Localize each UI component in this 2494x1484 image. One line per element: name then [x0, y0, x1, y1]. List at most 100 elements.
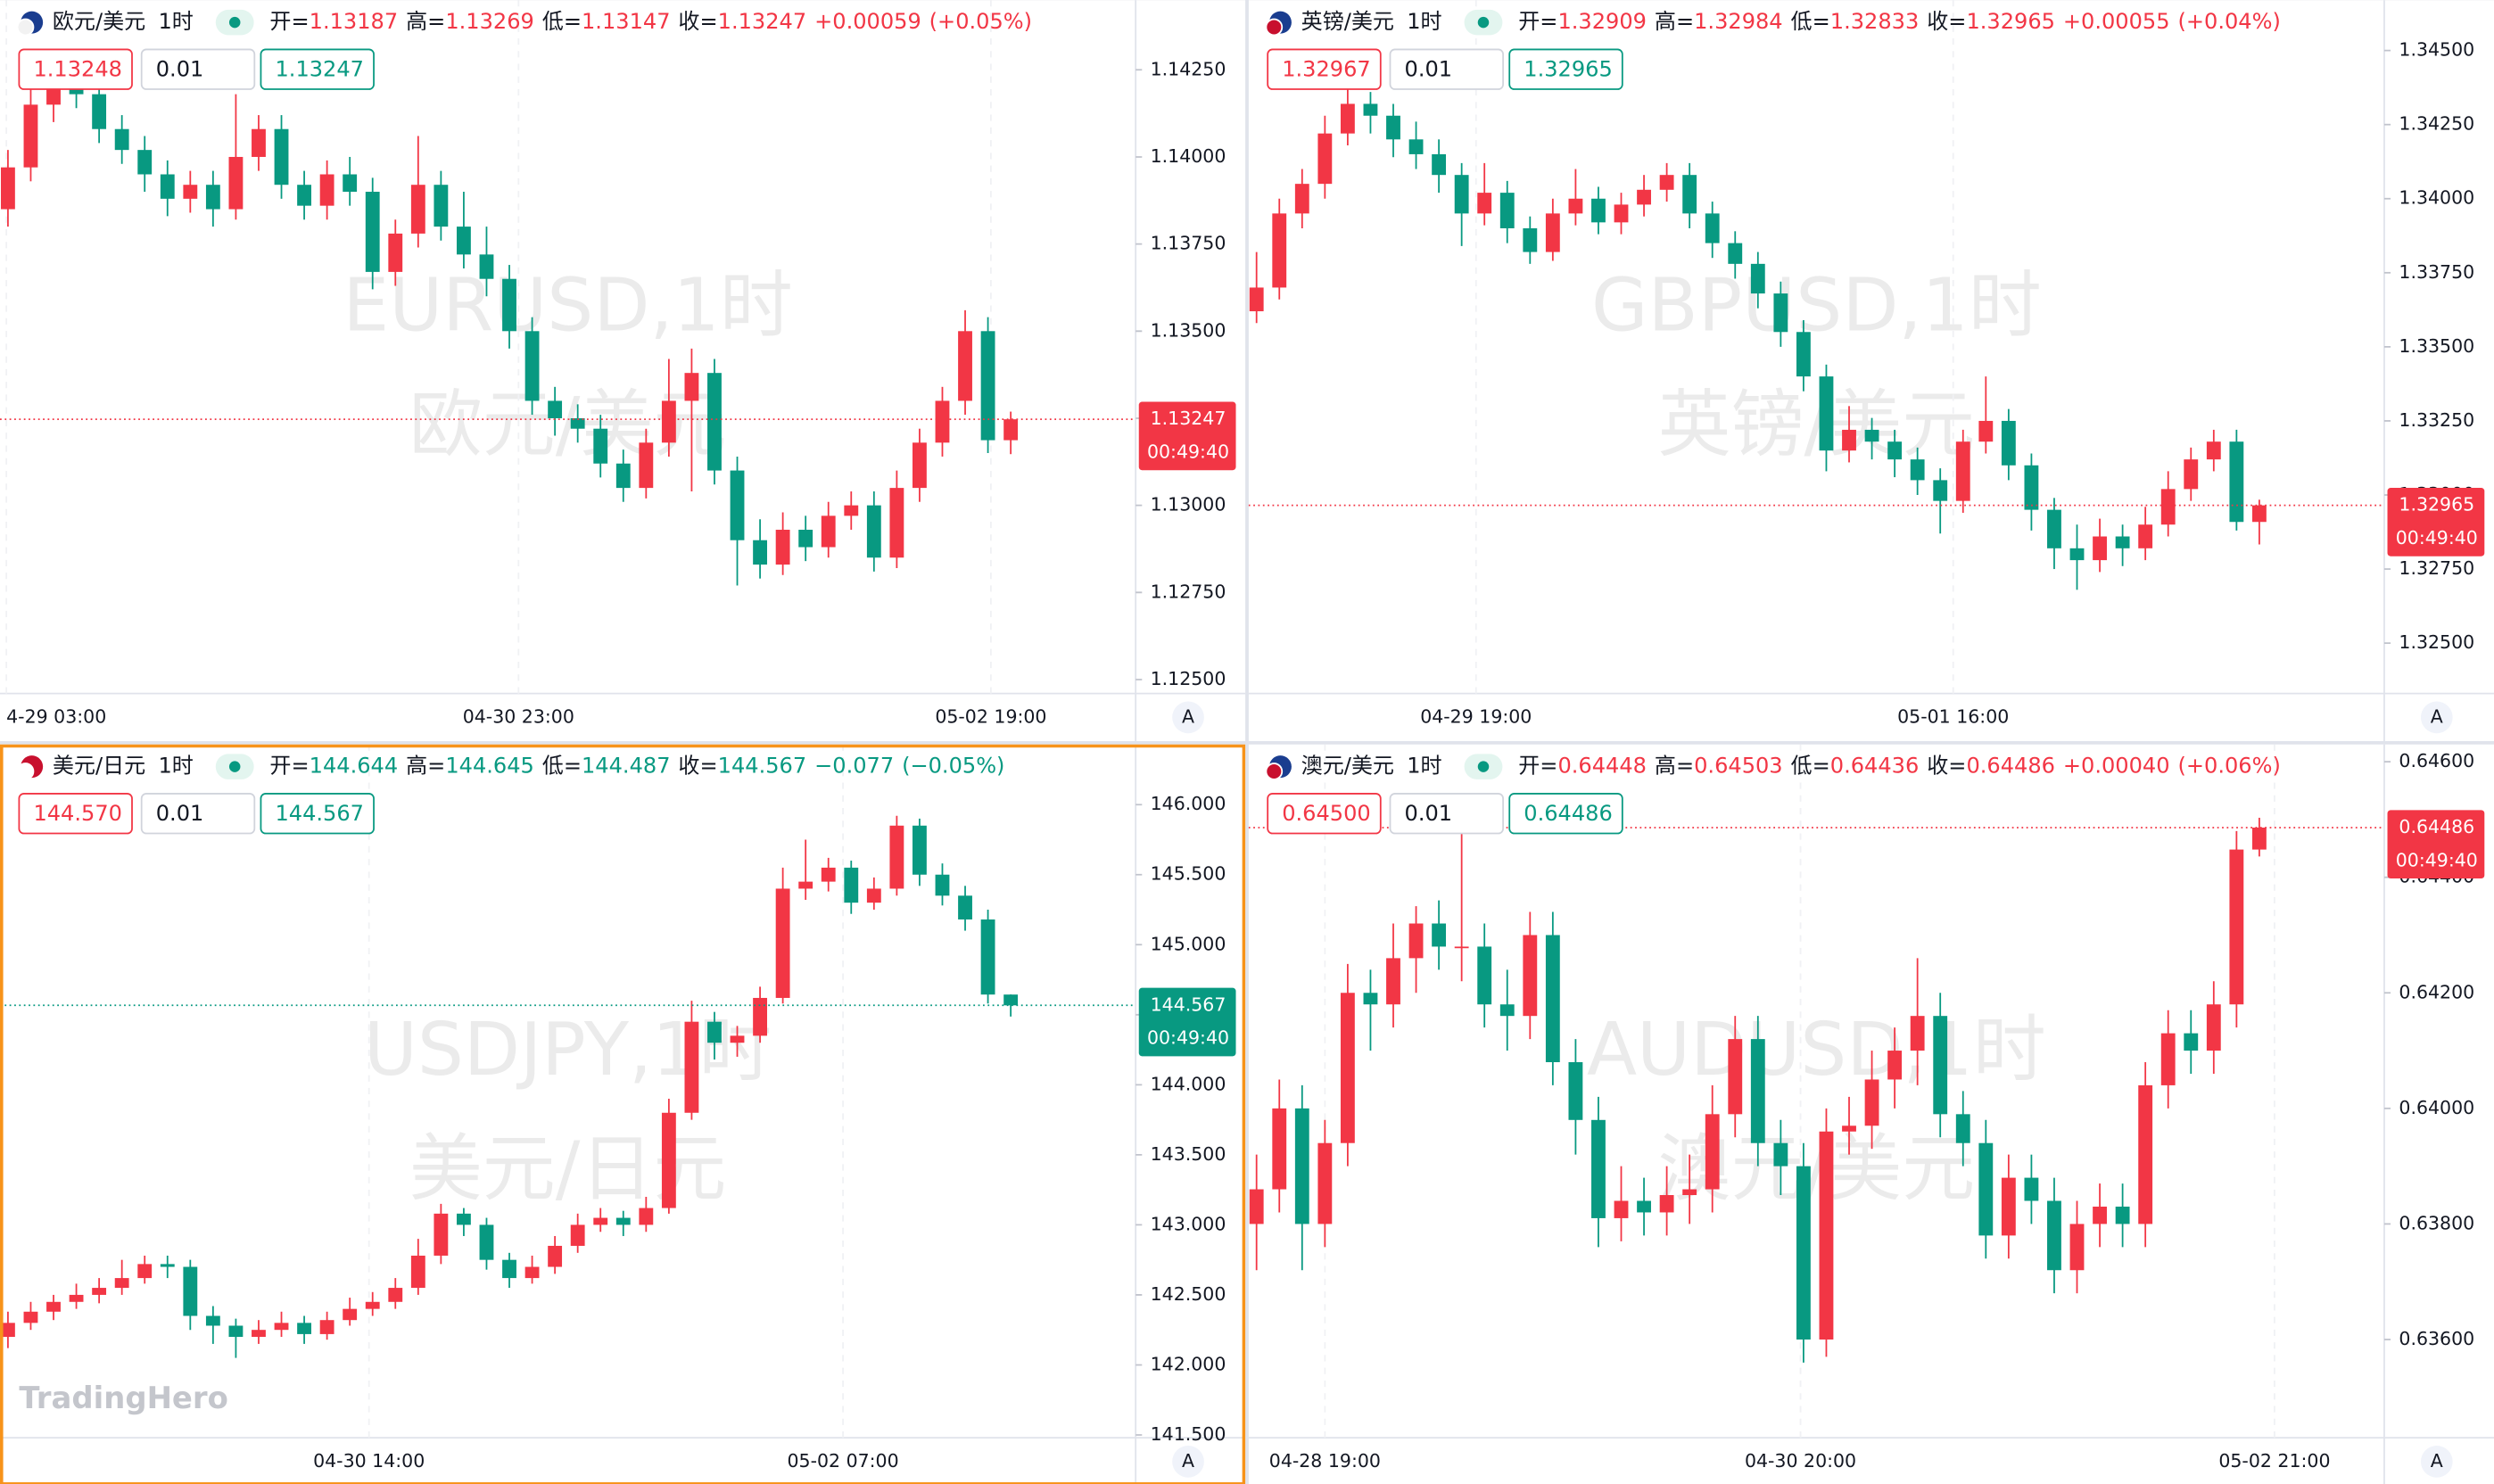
- interval: 1时: [1407, 9, 1441, 34]
- candle-body: [1933, 480, 1948, 501]
- auto-scale-label[interactable]: A: [2431, 705, 2443, 727]
- sell-price-button[interactable]: [1267, 793, 1382, 835]
- x-tick-label: 04-30 20:00: [1745, 1450, 1856, 1472]
- sell-price[interactable]: 144.570: [33, 801, 122, 826]
- high-value: 0.64503: [1694, 754, 1783, 779]
- candle-body: [297, 185, 311, 206]
- sell-price-button[interactable]: [18, 48, 133, 90]
- buy-price[interactable]: 1.32965: [1524, 57, 1613, 82]
- countdown: 00:49:40: [2396, 527, 2478, 548]
- lot[interactable]: 0.01: [1405, 801, 1453, 826]
- buy-price[interactable]: 1.13247: [275, 57, 364, 82]
- candle-body: [570, 1224, 585, 1246]
- candle-body: [1003, 419, 1019, 441]
- candle-body: [1728, 1039, 1743, 1115]
- change: −0.077: [814, 754, 894, 779]
- candle-body: [502, 1259, 516, 1279]
- auto-scale-button[interactable]: [2420, 1446, 2453, 1478]
- auto-scale-button[interactable]: [1172, 1446, 1204, 1478]
- lot[interactable]: 0.01: [1405, 57, 1453, 82]
- symbol-title[interactable]: 英镑/美元 1时: [1301, 9, 1442, 34]
- lot-button[interactable]: [140, 793, 256, 835]
- sell-price[interactable]: 1.32967: [1282, 57, 1371, 82]
- low-value: 144.487: [582, 754, 671, 779]
- y-tick-label: 1.32500: [2399, 631, 2474, 653]
- low-value: 0.64436: [1830, 754, 1920, 779]
- candle-body: [1887, 1051, 1903, 1080]
- last-price-label: 0.64486: [2399, 816, 2474, 837]
- candle-body: [365, 1301, 380, 1309]
- candle-body: [1842, 1125, 1856, 1132]
- candle-body: [1386, 115, 1400, 140]
- buy-price-button[interactable]: [260, 48, 375, 90]
- lot-button[interactable]: [140, 48, 256, 90]
- symbol-title[interactable]: 欧元/美元 1时: [53, 9, 194, 34]
- candle-body: [2024, 465, 2039, 510]
- auto-scale-button[interactable]: [1172, 701, 1204, 734]
- ohlc-header: 开=0.64448 高=0.64503 低=0.64436 收=0.64486 +0.0…: [1518, 754, 2281, 779]
- auto-scale-button[interactable]: [2420, 701, 2453, 734]
- buy-price-button[interactable]: [260, 793, 375, 835]
- high-value: 1.32984: [1694, 9, 1783, 34]
- candle-body: [205, 185, 220, 210]
- candle-body: [1773, 293, 1788, 333]
- candle-body: [457, 1213, 471, 1225]
- buy-price-button[interactable]: [1508, 793, 1623, 835]
- candle-body: [1910, 1016, 1925, 1051]
- candle-body: [1750, 263, 1765, 294]
- lot[interactable]: 0.01: [156, 57, 204, 82]
- auto-scale-label[interactable]: A: [2431, 1450, 2443, 1472]
- candle-body: [1933, 1016, 1948, 1115]
- watermark: EURUSD,1时: [343, 263, 792, 348]
- candle-body: [798, 529, 813, 548]
- candle-body: [1432, 153, 1447, 176]
- candle-body: [958, 331, 972, 401]
- candle-body: [707, 1021, 722, 1043]
- candle-body: [410, 185, 425, 234]
- last-price-box: [2387, 488, 2485, 556]
- candle-body: [1842, 429, 1856, 451]
- chart-panel: USDJPY,1时美元/日元141.500142.000142.500143.0…: [0, 744, 1246, 1484]
- buy-price[interactable]: 144.567: [275, 801, 364, 826]
- candle-body: [2069, 548, 2085, 561]
- y-tick-label: 1.14250: [1151, 58, 1226, 79]
- candle-body: [502, 278, 516, 332]
- x-tick-label: 04-30 14:00: [313, 1450, 425, 1472]
- y-tick-label: 1.13750: [1151, 233, 1226, 254]
- candle-body: [252, 128, 266, 157]
- sell-price-button[interactable]: [1267, 48, 1382, 90]
- candle-body: [2115, 536, 2130, 548]
- y-tick-label: 1.34500: [2399, 39, 2474, 61]
- lot[interactable]: 0.01: [156, 801, 204, 826]
- lot-button[interactable]: [1389, 48, 1504, 90]
- candle-body: [913, 442, 927, 489]
- candle-body: [2160, 1033, 2176, 1085]
- candle-body: [274, 1323, 289, 1331]
- watermark: AUDUSD,1时: [1587, 1008, 2046, 1092]
- sell-price-button[interactable]: [18, 793, 133, 835]
- watermark: 欧元/美元: [409, 383, 727, 467]
- buy-price-button[interactable]: [1508, 48, 1623, 90]
- candle-body: [730, 1035, 745, 1043]
- countdown: 00:49:40: [1147, 1027, 1229, 1049]
- candle-body: [1003, 994, 1019, 1006]
- symbol-title[interactable]: 澳元/美元 1时: [1301, 754, 1442, 779]
- sell-price[interactable]: 1.13248: [33, 57, 122, 82]
- y-tick-label: 1.33750: [2399, 261, 2474, 283]
- y-tick-label: 0.64600: [2399, 750, 2474, 771]
- lot-button[interactable]: [1389, 793, 1504, 835]
- change: +0.00055: [2063, 9, 2170, 34]
- buy-price[interactable]: 0.64486: [1524, 801, 1613, 826]
- symbol-title[interactable]: 美元/日元 1时: [53, 754, 194, 779]
- candle-body: [388, 233, 403, 272]
- candle-body: [821, 515, 836, 548]
- last-price-label: 144.567: [1151, 993, 1226, 1015]
- low-value: 1.13147: [582, 9, 671, 34]
- auto-scale-label[interactable]: A: [1182, 1450, 1194, 1472]
- auto-scale-label[interactable]: A: [1182, 705, 1194, 727]
- low-label: 低=: [542, 754, 582, 779]
- sell-price[interactable]: 0.64500: [1282, 801, 1371, 826]
- candle-body: [1545, 213, 1560, 252]
- symbol: 英镑/美元: [1301, 9, 1394, 34]
